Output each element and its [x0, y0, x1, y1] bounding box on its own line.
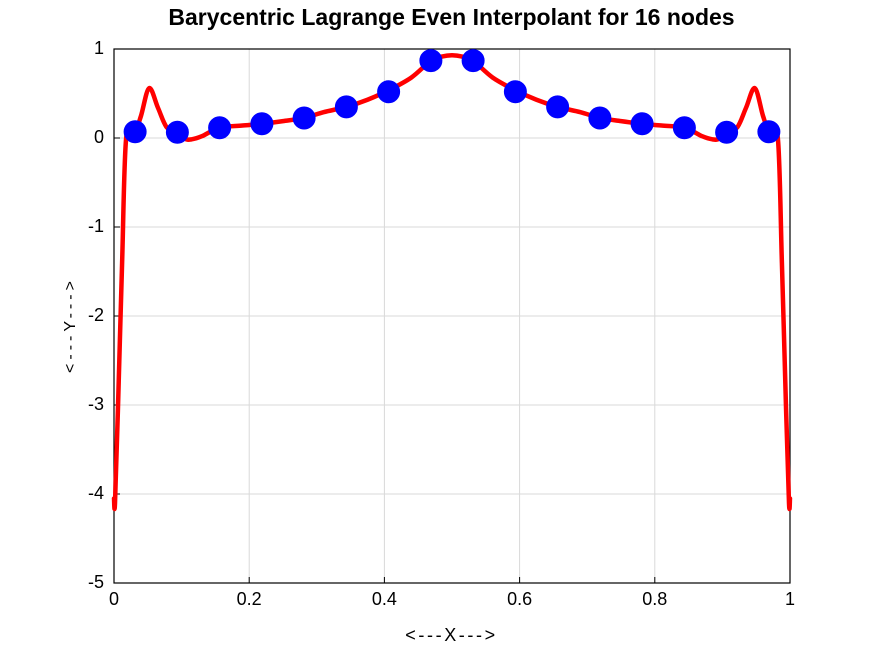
svg-text:-3: -3 [88, 394, 104, 414]
svg-text:1: 1 [94, 38, 104, 58]
svg-text:0.6: 0.6 [507, 589, 532, 609]
svg-text:-1: -1 [88, 216, 104, 236]
svg-text:-5: -5 [88, 572, 104, 592]
svg-text:1: 1 [785, 589, 795, 609]
svg-text:0.4: 0.4 [372, 589, 397, 609]
svg-text:0.2: 0.2 [237, 589, 262, 609]
svg-text:0: 0 [94, 127, 104, 147]
svg-text:0.8: 0.8 [642, 589, 667, 609]
svg-text:-4: -4 [88, 483, 104, 503]
svg-text:-2: -2 [88, 305, 104, 325]
svg-text:0: 0 [109, 589, 119, 609]
